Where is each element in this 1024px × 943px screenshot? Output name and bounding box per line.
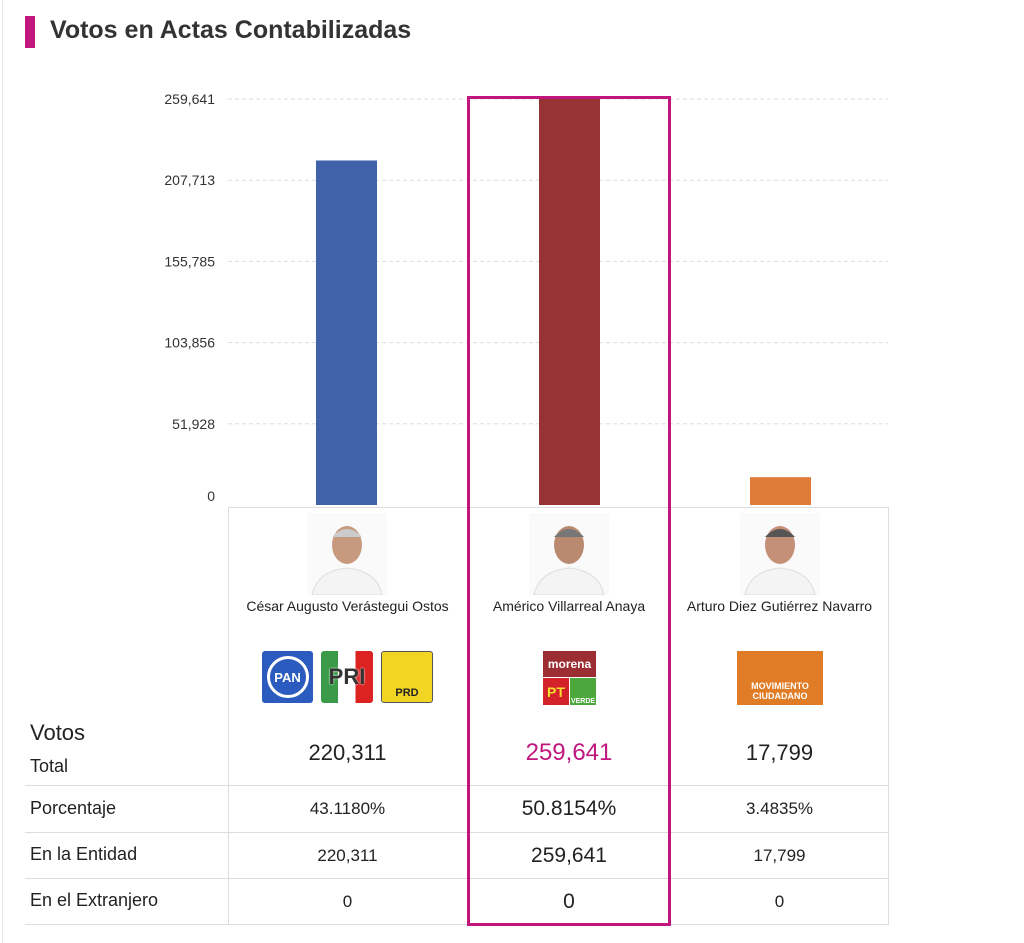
morena-pt-verde-logo: morena PT VERDE [543, 651, 596, 705]
row-label-porcentaje: Porcentaje [30, 798, 117, 818]
bar-3[interactable] [750, 477, 811, 505]
bar-1[interactable] [316, 160, 377, 505]
porcentaje-value: 3.4835% [745, 799, 814, 818]
y-tick-label: 155,785 [164, 253, 215, 269]
title-accent [25, 16, 35, 48]
page-border [2, 0, 3, 943]
extranjero-value: 0 [563, 889, 575, 913]
y-tick-label: 207,713 [164, 172, 215, 188]
extranjero-value: 0 [774, 891, 785, 911]
pt-logo: PT [543, 678, 569, 705]
divider [228, 507, 888, 508]
entidad-value: 220,311 [317, 845, 378, 865]
pri-logo: PRI [321, 651, 373, 703]
porcentaje-value: 43.1180% [309, 799, 386, 818]
prd-logo: PRD [381, 651, 433, 703]
divider [25, 832, 888, 833]
bar-chart: 0 51,928 103,856 155,785 207,713 259,641 [164, 91, 888, 505]
candidate-photo [307, 513, 387, 595]
candidate-name: Arturo Diez Gutiérrez Navarro [686, 598, 873, 614]
porcentaje-value: 50.8154% [521, 797, 617, 820]
y-tick-label: 259,641 [164, 91, 215, 107]
entidad-value: 17,799 [753, 845, 806, 865]
total-votes: 259,641 [525, 738, 613, 766]
bar-2[interactable] [539, 99, 600, 505]
morena-logo: morena [543, 651, 596, 677]
votos-label: Votos [30, 720, 86, 745]
divider [228, 507, 229, 925]
row-label-extranjero: En el Extranjero [30, 890, 159, 910]
candidate-photo [740, 513, 820, 595]
verde-logo: VERDE [570, 678, 596, 705]
extranjero-value: 0 [342, 891, 353, 911]
winner-highlight-box [467, 96, 671, 926]
entidad-value: 259,641 [531, 843, 607, 867]
candidate-name: César Augusto Verástegui Ostos [246, 598, 449, 614]
y-tick-label: 0 [207, 488, 215, 504]
total-votes: 17,799 [745, 739, 814, 765]
total-votes: 220,311 [308, 739, 387, 765]
divider [25, 924, 888, 925]
y-tick-label: 51,928 [172, 416, 215, 432]
candidate-name: Américo Villarreal Anaya [492, 598, 646, 614]
candidate-photo [529, 513, 609, 595]
divider [25, 878, 888, 879]
page-title: Votos en Actas Contabilizadas [50, 16, 412, 44]
y-tick-label: 103,856 [164, 335, 215, 351]
divider [25, 785, 888, 786]
movimiento-ciudadano-logo: MOVIMIENTO CIUDADANO [737, 651, 823, 705]
divider [888, 507, 889, 925]
row-label-entidad: En la Entidad [30, 844, 138, 864]
pan-logo: PAN [262, 651, 313, 703]
total-label: Total [30, 756, 69, 776]
